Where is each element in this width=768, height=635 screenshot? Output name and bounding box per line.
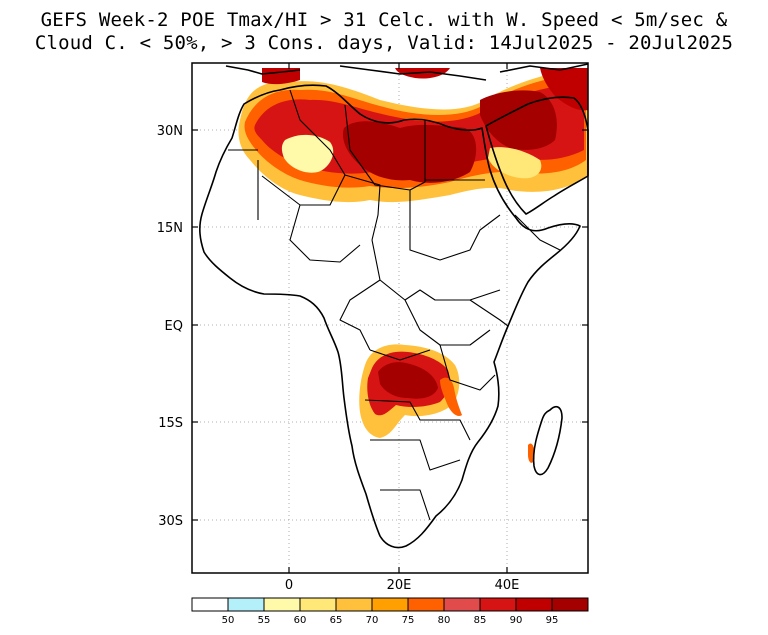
lat-ticks — [192, 129, 588, 521]
colorbar-tick-label: 95 — [546, 615, 559, 626]
map-title-line-2: Cloud C. < 50%, > 3 Cons. days, Valid: 1… — [34, 32, 734, 54]
colorbar-tick-label: 90 — [510, 615, 523, 626]
lat-label-eq: EQ — [165, 319, 183, 334]
colorbar-tick-label: 65 — [330, 615, 343, 626]
lat-label-30s: 30S — [158, 514, 183, 529]
map-title-line-1: GEFS Week-2 POE Tmax/HI > 31 Celc. with … — [40, 9, 728, 31]
lon-label-0: 0 — [285, 578, 293, 593]
lon-label-40e: 40E — [495, 578, 520, 593]
lat-label-15s: 15S — [158, 416, 183, 431]
lon-ticks — [288, 63, 508, 573]
colorbar-swatch — [371, 597, 409, 612]
colorbar-swatch — [407, 597, 445, 612]
colorbar-swatch — [515, 597, 553, 612]
coastlines — [199, 63, 589, 549]
colorbar-tick-label: 50 — [222, 615, 235, 626]
colorbar-swatch — [443, 597, 481, 612]
lat-label-30n: 30N — [157, 124, 183, 139]
map-frame — [191, 62, 589, 574]
probability-field-south — [359, 344, 535, 463]
colorbar-tick-label: 60 — [294, 615, 307, 626]
colorbar-tick-label: 75 — [402, 615, 415, 626]
colorbar-swatch — [191, 597, 229, 612]
colorbar-swatch — [479, 597, 517, 612]
country-borders — [228, 89, 561, 521]
colorbar-swatch — [335, 597, 373, 612]
colorbar-swatch — [551, 597, 589, 612]
probability-field-north — [238, 68, 588, 203]
lat-label-15n: 15N — [157, 221, 183, 236]
colorbar-swatch — [227, 597, 265, 612]
colorbar: 50 55 60 65 70 75 80 85 90 95 — [191, 597, 589, 626]
colorbar-swatch — [299, 597, 337, 612]
colorbar-tick-label: 70 — [366, 615, 379, 626]
colorbar-swatch — [263, 597, 301, 612]
colorbar-tick-label: 85 — [474, 615, 487, 626]
colorbar-tick-label: 80 — [438, 615, 451, 626]
colorbar-tick-label: 55 — [258, 615, 271, 626]
lon-label-20e: 20E — [387, 578, 412, 593]
